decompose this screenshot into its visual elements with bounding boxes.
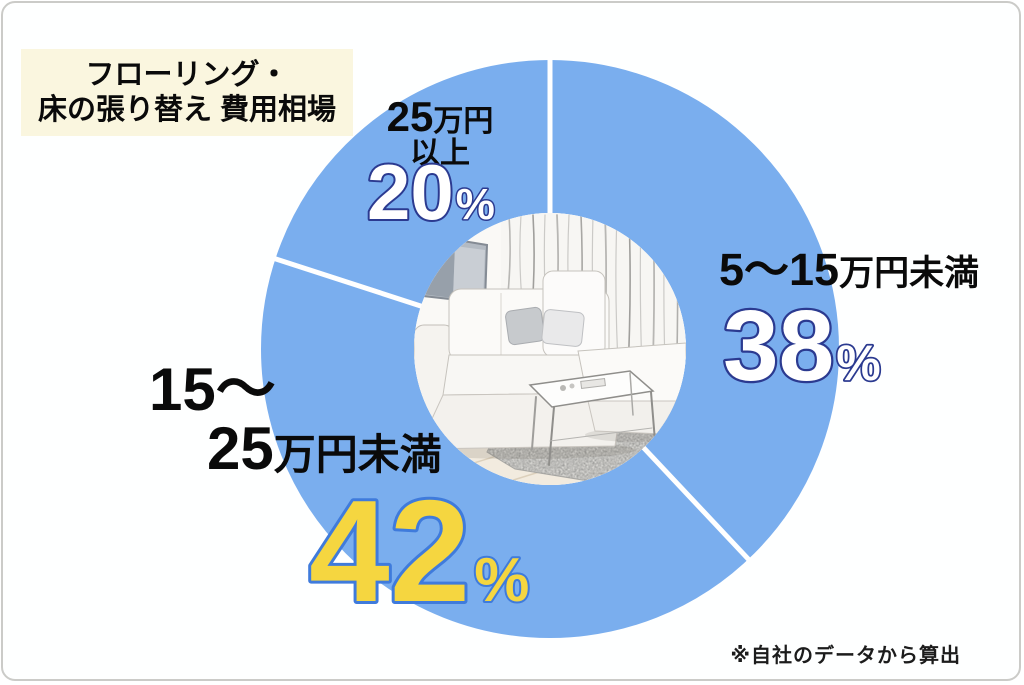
- center-room-image: [414, 213, 686, 485]
- table-cup: [560, 385, 566, 391]
- ottoman-front: [587, 400, 686, 436]
- table-leg: [629, 372, 634, 416]
- source-note: ※自社のデータから算出: [730, 645, 961, 667]
- label-seg-15-25-line2: 25万円未満: [207, 415, 442, 482]
- table-shelf: [549, 427, 653, 442]
- chart-title-line2: 床の張り替え 費用相場: [37, 93, 337, 126]
- chart-title-line1: フローリング・: [85, 59, 289, 92]
- donut-chart: 25万円 以上 20% 5〜15万円未満 38% 15〜 25万円未満 42%: [149, 57, 979, 638]
- chart-title-box: フローリング・ 床の張り替え 費用相場: [21, 49, 353, 136]
- table-leg: [531, 396, 537, 450]
- table-leg: [548, 406, 555, 466]
- sofa-pillow-gray: [505, 306, 545, 346]
- value-seg-5-15: 38%: [723, 290, 881, 402]
- value-seg-25plus: 20%: [367, 148, 495, 236]
- room-coffee-table: [528, 370, 656, 466]
- table-cup: [569, 383, 575, 389]
- picture-art-light: [453, 246, 485, 302]
- table-book: [580, 378, 606, 389]
- sofa-pillow-light: [541, 309, 585, 347]
- label-seg-25plus-line2: 以上: [410, 137, 470, 170]
- label-seg-5-15: 5〜15万円未満: [719, 244, 979, 295]
- label-seg-15-25-line1: 15〜: [149, 356, 276, 423]
- segment-divider-lower-right: [639, 443, 752, 562]
- value-seg-15-25: 42%: [309, 470, 529, 632]
- table-top: [528, 370, 655, 408]
- label-seg-25plus-line1: 25万円: [387, 93, 494, 140]
- table-leg: [650, 391, 656, 442]
- segment-divider-upper-left: [272, 255, 424, 309]
